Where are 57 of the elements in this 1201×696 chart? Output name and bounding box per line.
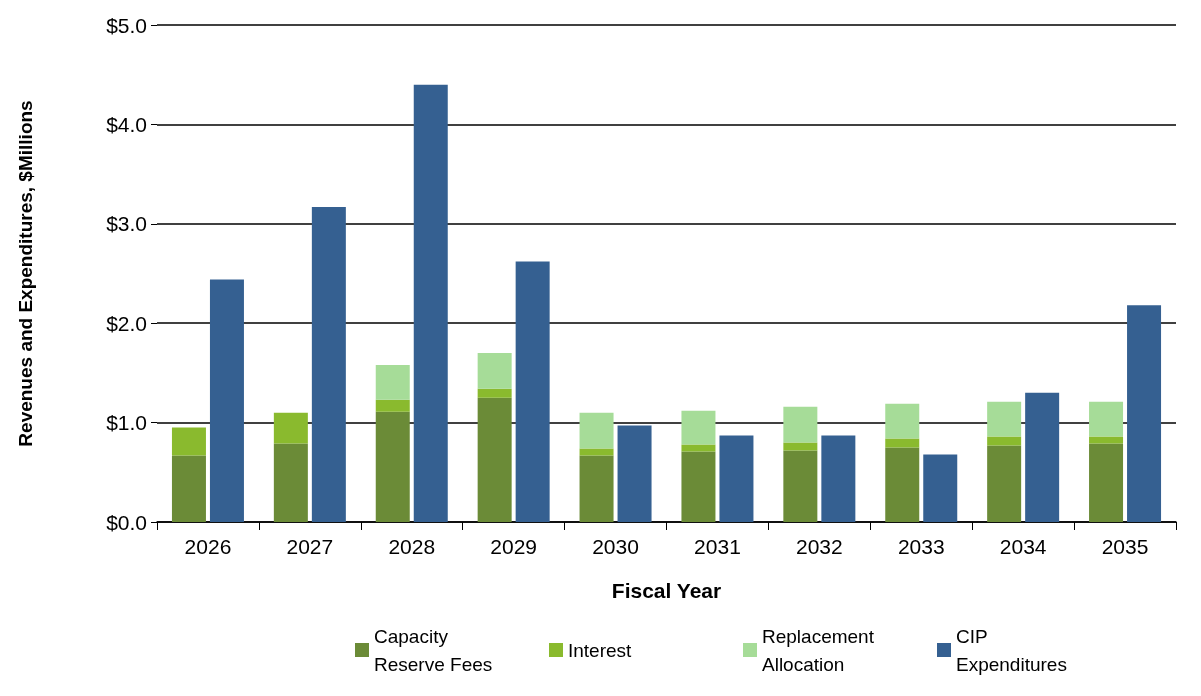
bar xyxy=(311,206,346,522)
bar xyxy=(987,445,1022,522)
y-tick-label: $3.0 xyxy=(106,212,147,236)
bar xyxy=(783,442,818,451)
bar xyxy=(681,410,716,445)
bar xyxy=(273,412,308,444)
bar xyxy=(375,399,410,412)
legend-label: Interest xyxy=(568,639,633,661)
legend-label: Replacement Allocation xyxy=(762,625,875,675)
bar xyxy=(885,447,920,522)
bar xyxy=(375,411,410,522)
bar xyxy=(209,279,244,522)
x-tick-label: 2027 xyxy=(286,535,334,558)
x-tick-label: 2034 xyxy=(999,535,1047,558)
y-tick-label: $5.0 xyxy=(106,13,147,37)
y-tick-label: $0.0 xyxy=(106,510,147,534)
bar xyxy=(579,448,614,456)
bar xyxy=(783,450,818,522)
y-tick-label: $1.0 xyxy=(106,411,147,435)
bar xyxy=(171,455,206,522)
bar xyxy=(617,425,652,522)
bar xyxy=(413,84,448,522)
bar xyxy=(477,353,512,389)
x-tick-label: 2035 xyxy=(1101,535,1149,558)
x-tick-label: 2029 xyxy=(490,535,538,558)
bar xyxy=(375,364,410,400)
bar xyxy=(515,261,550,522)
bar xyxy=(783,406,818,443)
bar xyxy=(923,454,958,522)
bar xyxy=(987,401,1022,437)
y-axis-title: Revenues and Expenditures, $Millions xyxy=(15,100,36,447)
x-tick-label: 2028 xyxy=(388,535,436,558)
x-tick-label: 2031 xyxy=(694,535,741,558)
x-tick-label: 2032 xyxy=(795,535,843,558)
bar xyxy=(681,444,716,452)
bar xyxy=(579,455,614,522)
x-tick-label: 2030 xyxy=(592,535,639,558)
bar xyxy=(821,435,856,522)
bar xyxy=(477,397,512,522)
bar xyxy=(1127,305,1162,522)
bar xyxy=(1025,392,1060,522)
bar xyxy=(273,443,308,522)
x-tick-label: 2026 xyxy=(184,535,232,558)
x-axis-title: Fiscal Year xyxy=(611,579,722,602)
legend-label: Capacity Reserve Fees xyxy=(374,625,493,675)
bar xyxy=(719,435,754,522)
y-tick-label: $4.0 xyxy=(106,112,147,136)
legend-label: CIP Expenditures xyxy=(956,625,1067,675)
bar xyxy=(681,451,716,522)
bar xyxy=(885,403,920,439)
bar xyxy=(579,412,614,449)
bar xyxy=(1089,401,1124,437)
x-tick-label: 2033 xyxy=(897,535,945,558)
bar xyxy=(1089,443,1124,522)
y-tick-label: $2.0 xyxy=(106,311,147,335)
bar xyxy=(171,427,206,456)
bar xyxy=(477,388,512,398)
